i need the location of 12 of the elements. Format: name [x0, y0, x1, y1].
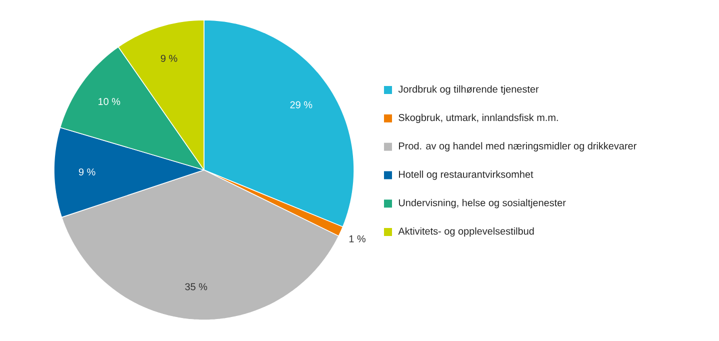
legend-label: Hotell og restaurantvirksomhet — [399, 170, 534, 180]
legend-label: Jordbruk og tilhørende tjenester — [398, 85, 539, 95]
legend-label: Skogbruk, utmark, innlandsfisk m.m. — [398, 114, 558, 124]
legend-label: Prod. av og handel med næringsmidler og drikkevarer — [399, 142, 636, 152]
legend-label: Undervisning, helse og sosialtjenester — [398, 198, 566, 208]
data-label: 29 % — [290, 101, 312, 108]
legend-label: Aktivitets- og opplevelsestilbud — [398, 227, 534, 237]
data-label: 1 % — [349, 235, 366, 242]
data-label: 35 % — [185, 283, 208, 290]
data-label: 10 % — [98, 98, 120, 106]
data-label: 9 % — [160, 54, 178, 62]
data-label: 9 % — [78, 168, 96, 176]
